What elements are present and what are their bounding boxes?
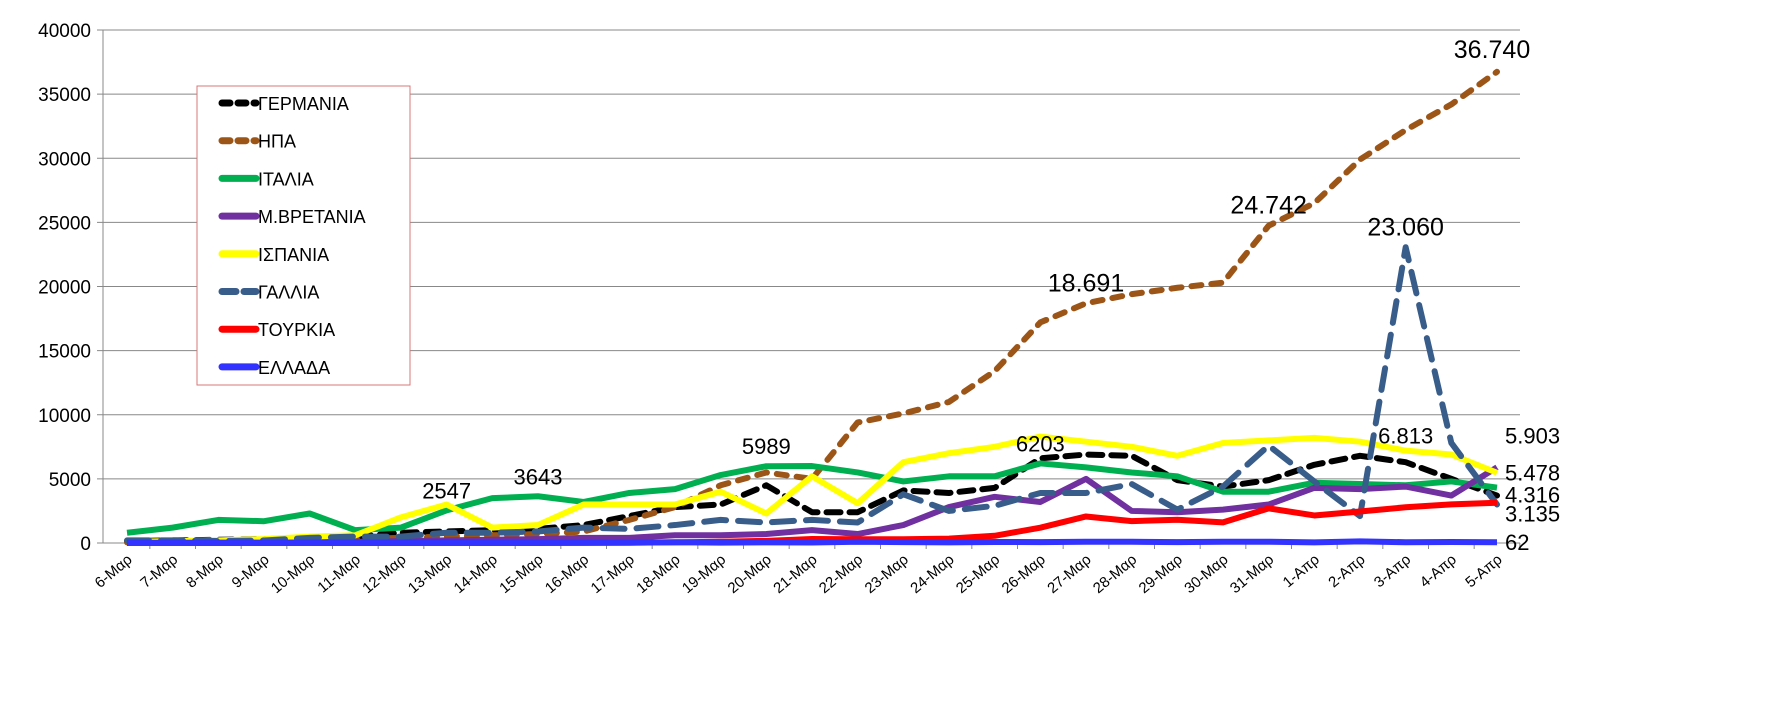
legend-label: ΕΛΛΑΔΑ [258,358,330,378]
x-tick-label: 23-Μαρ [862,551,912,597]
series-line-ΓΑΛΛΙΑ [124,244,1500,545]
data-label: 5.903 [1505,423,1560,448]
series-lines [124,68,1500,546]
legend-label: ΓΑΛΛΙΑ [258,283,319,303]
x-tick-label: 18-Μαρ [633,551,683,597]
x-tick-label: 5-Απρ [1462,551,1505,591]
x-tick-label: 21-Μαρ [770,551,820,597]
y-tick-label: 40000 [38,21,91,42]
x-tick-label: 25-Μαρ [953,551,1003,597]
x-tick-label: 24-Μαρ [907,551,957,597]
x-tick-label: 13-Μαρ [405,551,455,597]
x-tick-label: 20-Μαρ [725,551,775,597]
data-label: 18.691 [1048,269,1124,297]
legend-box [196,85,411,386]
y-tick-label: 10000 [38,406,91,427]
data-label: 2547 [422,478,471,503]
legend-label: Μ.ΒΡΕΤΑΝΙΑ [258,207,366,227]
x-tick-label: 2-Απρ [1325,551,1368,591]
y-axis: 0 5000 10000 15000 20000 25000 30000 35000 40000 [38,21,104,555]
data-label: 5.478 [1505,461,1560,486]
series-line-ΕΛΛΑΔΑ [126,538,1498,546]
data-label: 3.135 [1505,502,1560,527]
data-label: 6203 [1016,431,1065,456]
data-label: 62 [1505,530,1529,555]
x-tick-label: 28-Μαρ [1090,551,1140,597]
data-label: 4.316 [1505,482,1560,507]
data-label: 36.740 [1454,36,1530,64]
y-tick-label: 35000 [38,85,91,106]
data-label: 23.060 [1367,213,1443,241]
y-tick-label: 30000 [38,149,91,170]
legend-label: ΤΟΥΡΚΙΑ [258,320,335,340]
x-tick-label: 16-Μαρ [542,551,592,597]
y-tick-label: 5000 [49,470,91,491]
x-axis: 6-Μαρ 7-Μαρ 8-Μαρ 9-Μαρ10-Μαρ11-Μαρ12-Μαρ13… [92,543,1521,597]
legend-label: ΙΣΠΑΝΙΑ [258,245,329,265]
x-tick-label: 12-Μαρ [359,551,409,597]
legend-label: ΓΕΡΜΑΝΙΑ [258,94,349,114]
x-tick-label: 30-Μαρ [1181,551,1231,597]
x-tick-label: 11-Μαρ [314,551,363,596]
x-tick-label: 15-Μαρ [496,551,546,597]
x-tick-label: 9-Μαρ [229,551,273,592]
x-tick-label: 29-Μαρ [1136,551,1186,597]
y-tick-label: 25000 [38,213,91,234]
data-label: 24.742 [1230,192,1306,220]
x-tick-label: 17-Μαρ [588,551,638,597]
x-tick-label: 31-Μαρ [1227,551,1277,597]
legend: ΓΕΡΜΑΝΙΑ ΗΠΑ ΙΤΑΛΙΑ Μ.ΒΡΕΤΑΝΙΑ ΙΣΠΑΝΙΑ ΓΑΛΛΙΑ… [196,85,411,386]
x-tick-label: 7-Μαρ [137,551,181,592]
x-tick-label: 19-Μαρ [679,551,729,597]
y-tick-label: 0 [80,534,91,555]
legend-label: ΗΠΑ [258,132,296,152]
x-tick-label: 10-Μαρ [268,551,318,597]
x-tick-label: 22-Μαρ [816,551,866,597]
data-label: 6.813 [1378,424,1433,449]
legend-label: ΙΤΑΛΙΑ [258,169,314,189]
x-tick-label: 6-Μαρ [92,551,136,592]
y-tick-label: 15000 [38,342,91,363]
x-tick-label: 4-Απρ [1417,551,1460,591]
x-tick-label: 8-Μαρ [183,551,227,592]
data-label: 3643 [514,464,563,489]
data-label: 5989 [742,434,791,459]
x-tick-label: 3-Απρ [1371,551,1414,591]
y-tick-label: 20000 [38,278,91,299]
x-tick-label: 1-Απρ [1280,551,1323,591]
x-tick-label: 27-Μαρ [1044,551,1094,597]
series-line-ΙΤΑΛΙΑ [126,460,1498,536]
x-tick-label: 26-Μαρ [999,551,1049,597]
data-labels: 36.740 24.742 23.060 18.691 5989 6203 2547 3643… [422,36,1560,555]
x-tick-label: 14-Μαρ [451,551,501,597]
